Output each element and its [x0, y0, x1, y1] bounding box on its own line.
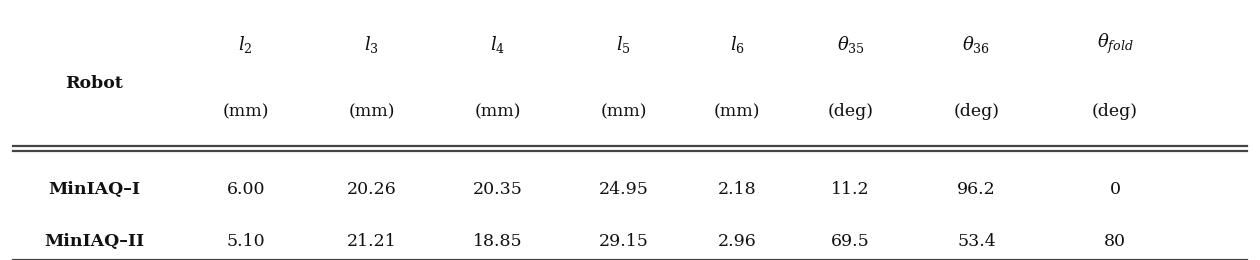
Text: 6.00: 6.00 — [227, 181, 265, 198]
Text: $\theta_{fold}$: $\theta_{fold}$ — [1096, 32, 1134, 56]
Text: $l_2$: $l_2$ — [238, 34, 253, 55]
Text: 11.2: 11.2 — [832, 181, 869, 198]
Text: (mm): (mm) — [223, 103, 268, 120]
Text: (deg): (deg) — [828, 103, 873, 120]
Text: 20.35: 20.35 — [472, 181, 523, 198]
Text: 29.15: 29.15 — [598, 233, 649, 250]
Text: 53.4: 53.4 — [958, 233, 995, 250]
Text: 5.10: 5.10 — [227, 233, 265, 250]
Text: $l_6$: $l_6$ — [730, 34, 745, 55]
Text: Robot: Robot — [66, 75, 123, 92]
Text: 20.26: 20.26 — [346, 181, 397, 198]
Text: (mm): (mm) — [349, 103, 394, 120]
Text: 24.95: 24.95 — [598, 181, 649, 198]
Text: (mm): (mm) — [714, 103, 760, 120]
Text: $\theta_{36}$: $\theta_{36}$ — [963, 34, 990, 55]
Text: 2.18: 2.18 — [718, 181, 756, 198]
Text: 2.96: 2.96 — [718, 233, 756, 250]
Text: (mm): (mm) — [601, 103, 646, 120]
Text: $l_3$: $l_3$ — [364, 34, 379, 55]
Text: $l_5$: $l_5$ — [616, 34, 631, 55]
Text: (deg): (deg) — [1092, 103, 1138, 120]
Text: 96.2: 96.2 — [958, 181, 995, 198]
Text: $\theta_{35}$: $\theta_{35}$ — [837, 34, 864, 55]
Text: (mm): (mm) — [475, 103, 520, 120]
Text: 18.85: 18.85 — [472, 233, 523, 250]
Text: 21.21: 21.21 — [346, 233, 397, 250]
Text: 0: 0 — [1110, 181, 1120, 198]
Text: 80: 80 — [1104, 233, 1126, 250]
Text: (deg): (deg) — [954, 103, 999, 120]
Text: MinIAQ–I: MinIAQ–I — [48, 181, 141, 198]
Text: 69.5: 69.5 — [832, 233, 869, 250]
Text: $l_4$: $l_4$ — [490, 34, 505, 55]
Text: MinIAQ–II: MinIAQ–II — [44, 233, 145, 250]
